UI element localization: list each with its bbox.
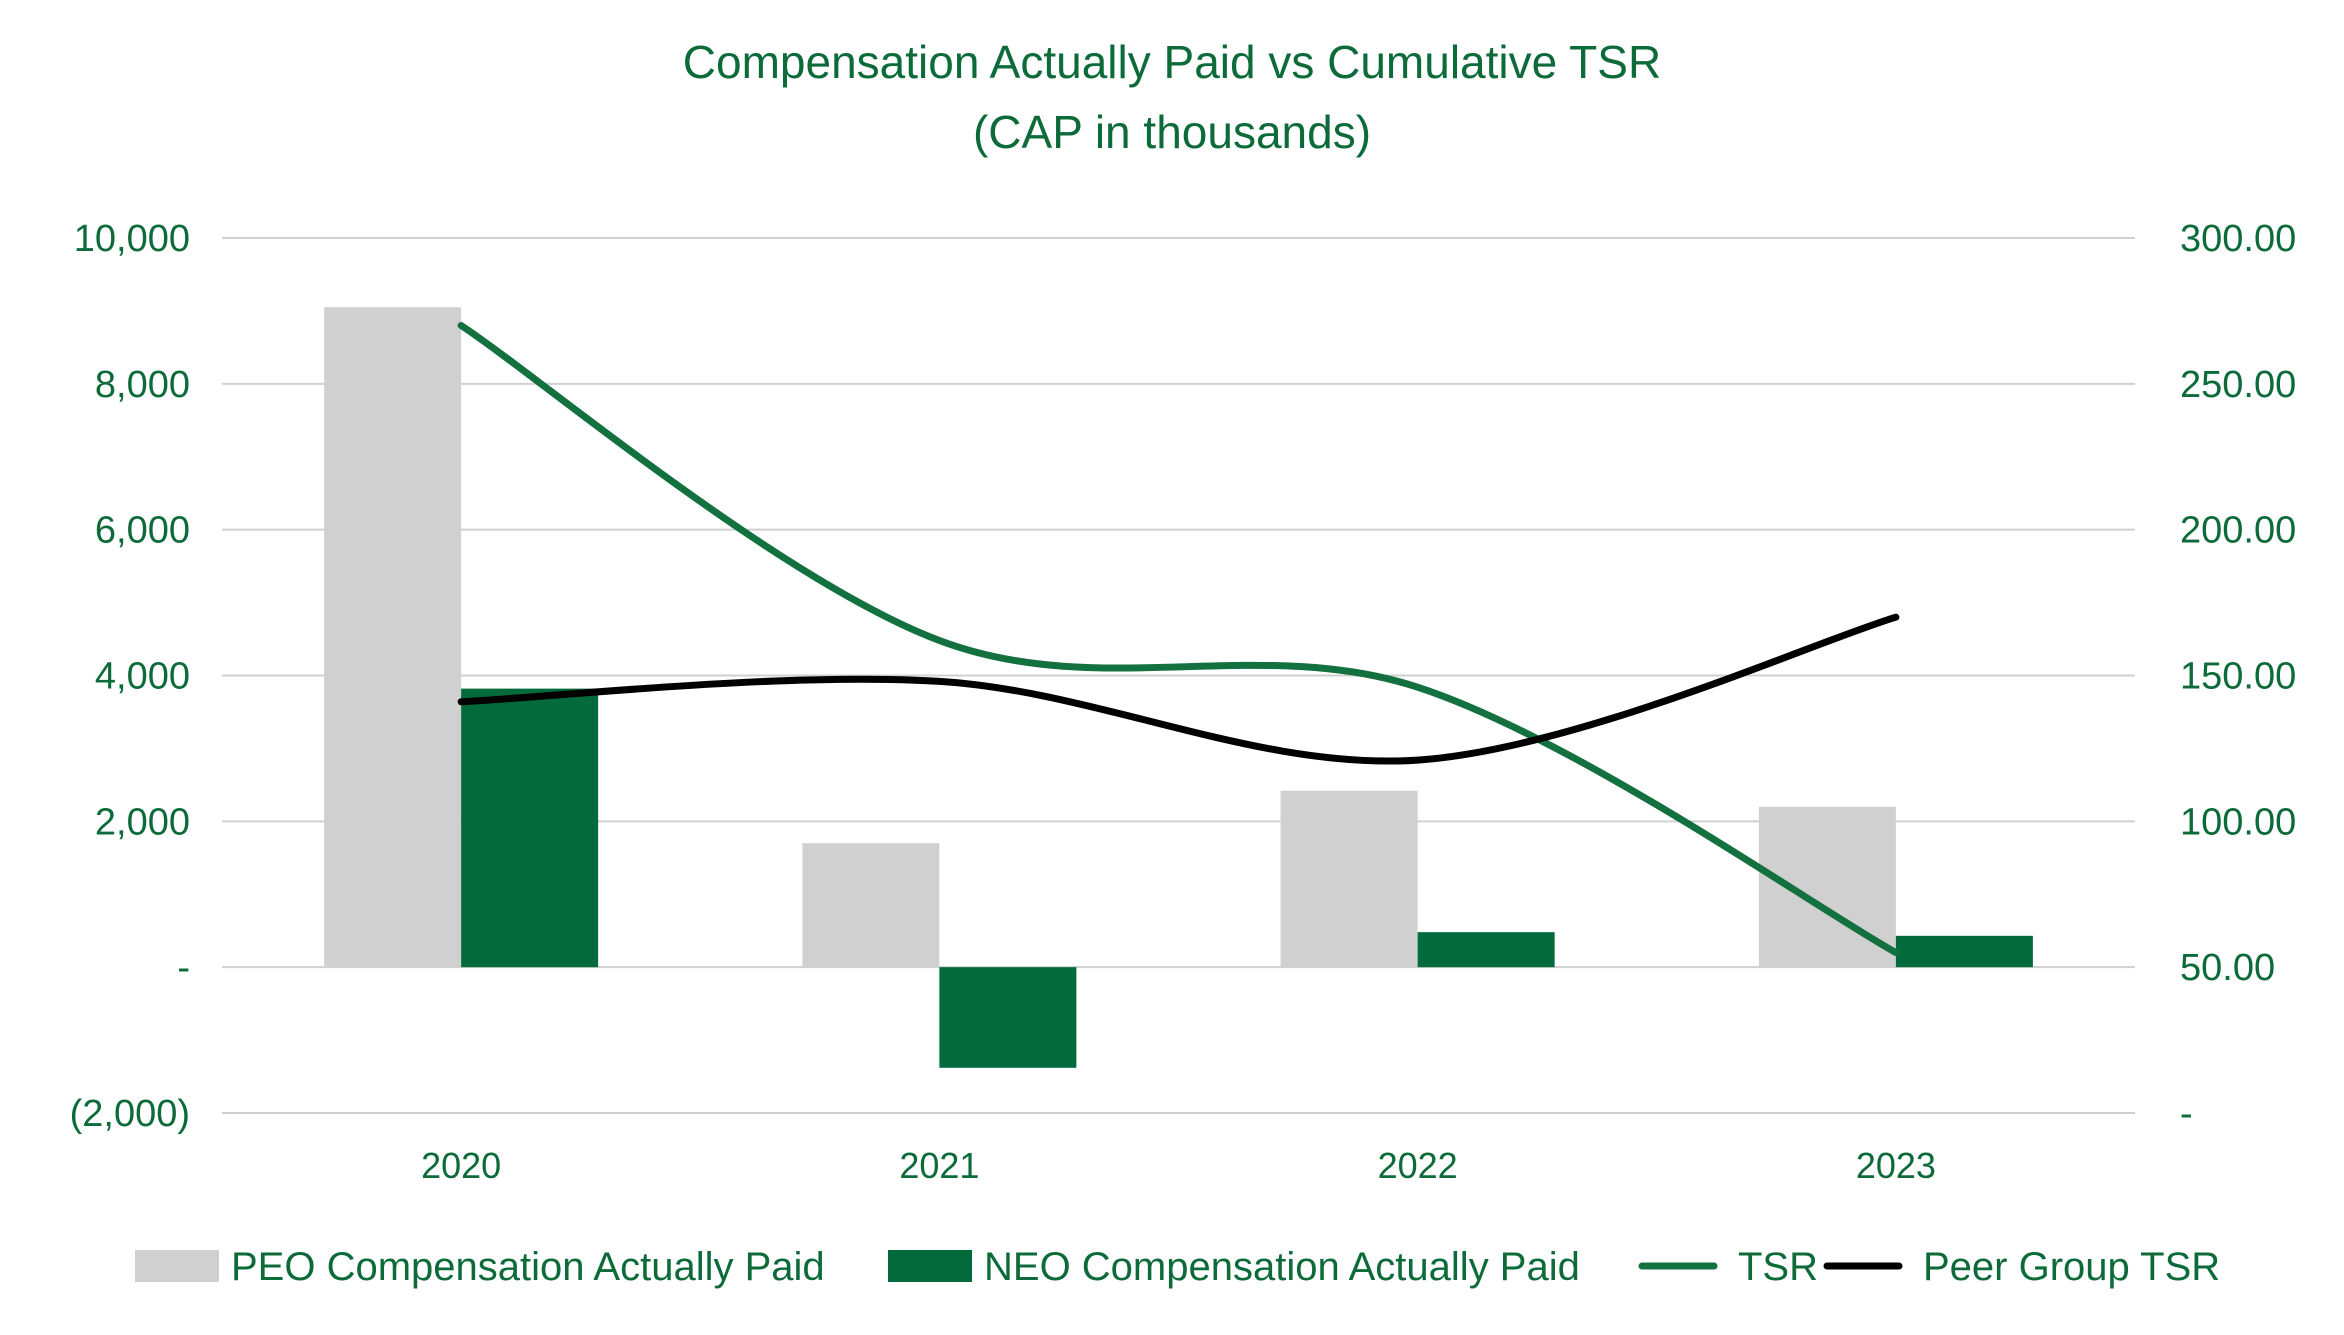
bars [324,307,2033,1068]
legend-swatch [888,1250,972,1282]
y-right-tick-label: 50.00 [2180,947,2275,989]
chart-subtitle: (CAP in thousands) [973,106,1371,158]
y-left-tick-label: - [177,947,190,989]
gridlines [222,237,2135,1114]
legend-label: Peer Group TSR [1923,1245,2220,1289]
y-right-tick-label: 250.00 [2180,364,2296,406]
peo-bar-2022 [1280,790,1418,968]
legend-label: PEO Compensation Actually Paid [231,1245,825,1289]
peo-bar-2020 [324,307,462,968]
y-left-tick-label: 6,000 [95,510,190,552]
y-left-tick-label: 4,000 [95,656,190,698]
y-left-tick-label: 10,000 [74,218,190,260]
y-left-tick-label: (2,000) [70,1093,190,1135]
y-left-tick-label: 8,000 [95,364,190,406]
legend-label: NEO Compensation Actually Paid [984,1245,1580,1289]
x-tick-label: 2021 [899,1145,979,1186]
legend-label: TSR [1738,1245,1818,1289]
peo-bar-2021 [802,843,940,968]
neo-bar-2021 [939,967,1077,1068]
y-left-tick-label: 2,000 [95,801,190,843]
y-right-tick-label: 200.00 [2180,510,2296,552]
x-tick-label: 2020 [421,1145,501,1186]
y-right-tick-label: - [2180,1093,2193,1135]
neo-bar-2020 [461,688,599,968]
y-right-tick-label: 150.00 [2180,656,2296,698]
axis-labels: 10,000 8,000 6,000 4,000 2,000 - (2,000) 300.00… [70,218,2297,1186]
neo-bar-2022 [1417,932,1555,968]
legend: PEO Compensation Actually Paid NEO Compen… [135,1245,2220,1289]
tsr-line [457,322,1900,957]
chart-title: Compensation Actually Paid vs Cumulative… [683,36,1661,88]
y-right-tick-label: 300.00 [2180,218,2296,260]
y-right-tick-label: 100.00 [2180,801,2296,843]
x-tick-label: 2023 [1856,1145,1936,1186]
legend-swatch [135,1250,219,1282]
neo-bar-2023 [1895,935,2033,968]
peer-group-tsr-line [457,613,1900,765]
lines [457,322,1900,957]
x-tick-label: 2022 [1378,1145,1458,1186]
